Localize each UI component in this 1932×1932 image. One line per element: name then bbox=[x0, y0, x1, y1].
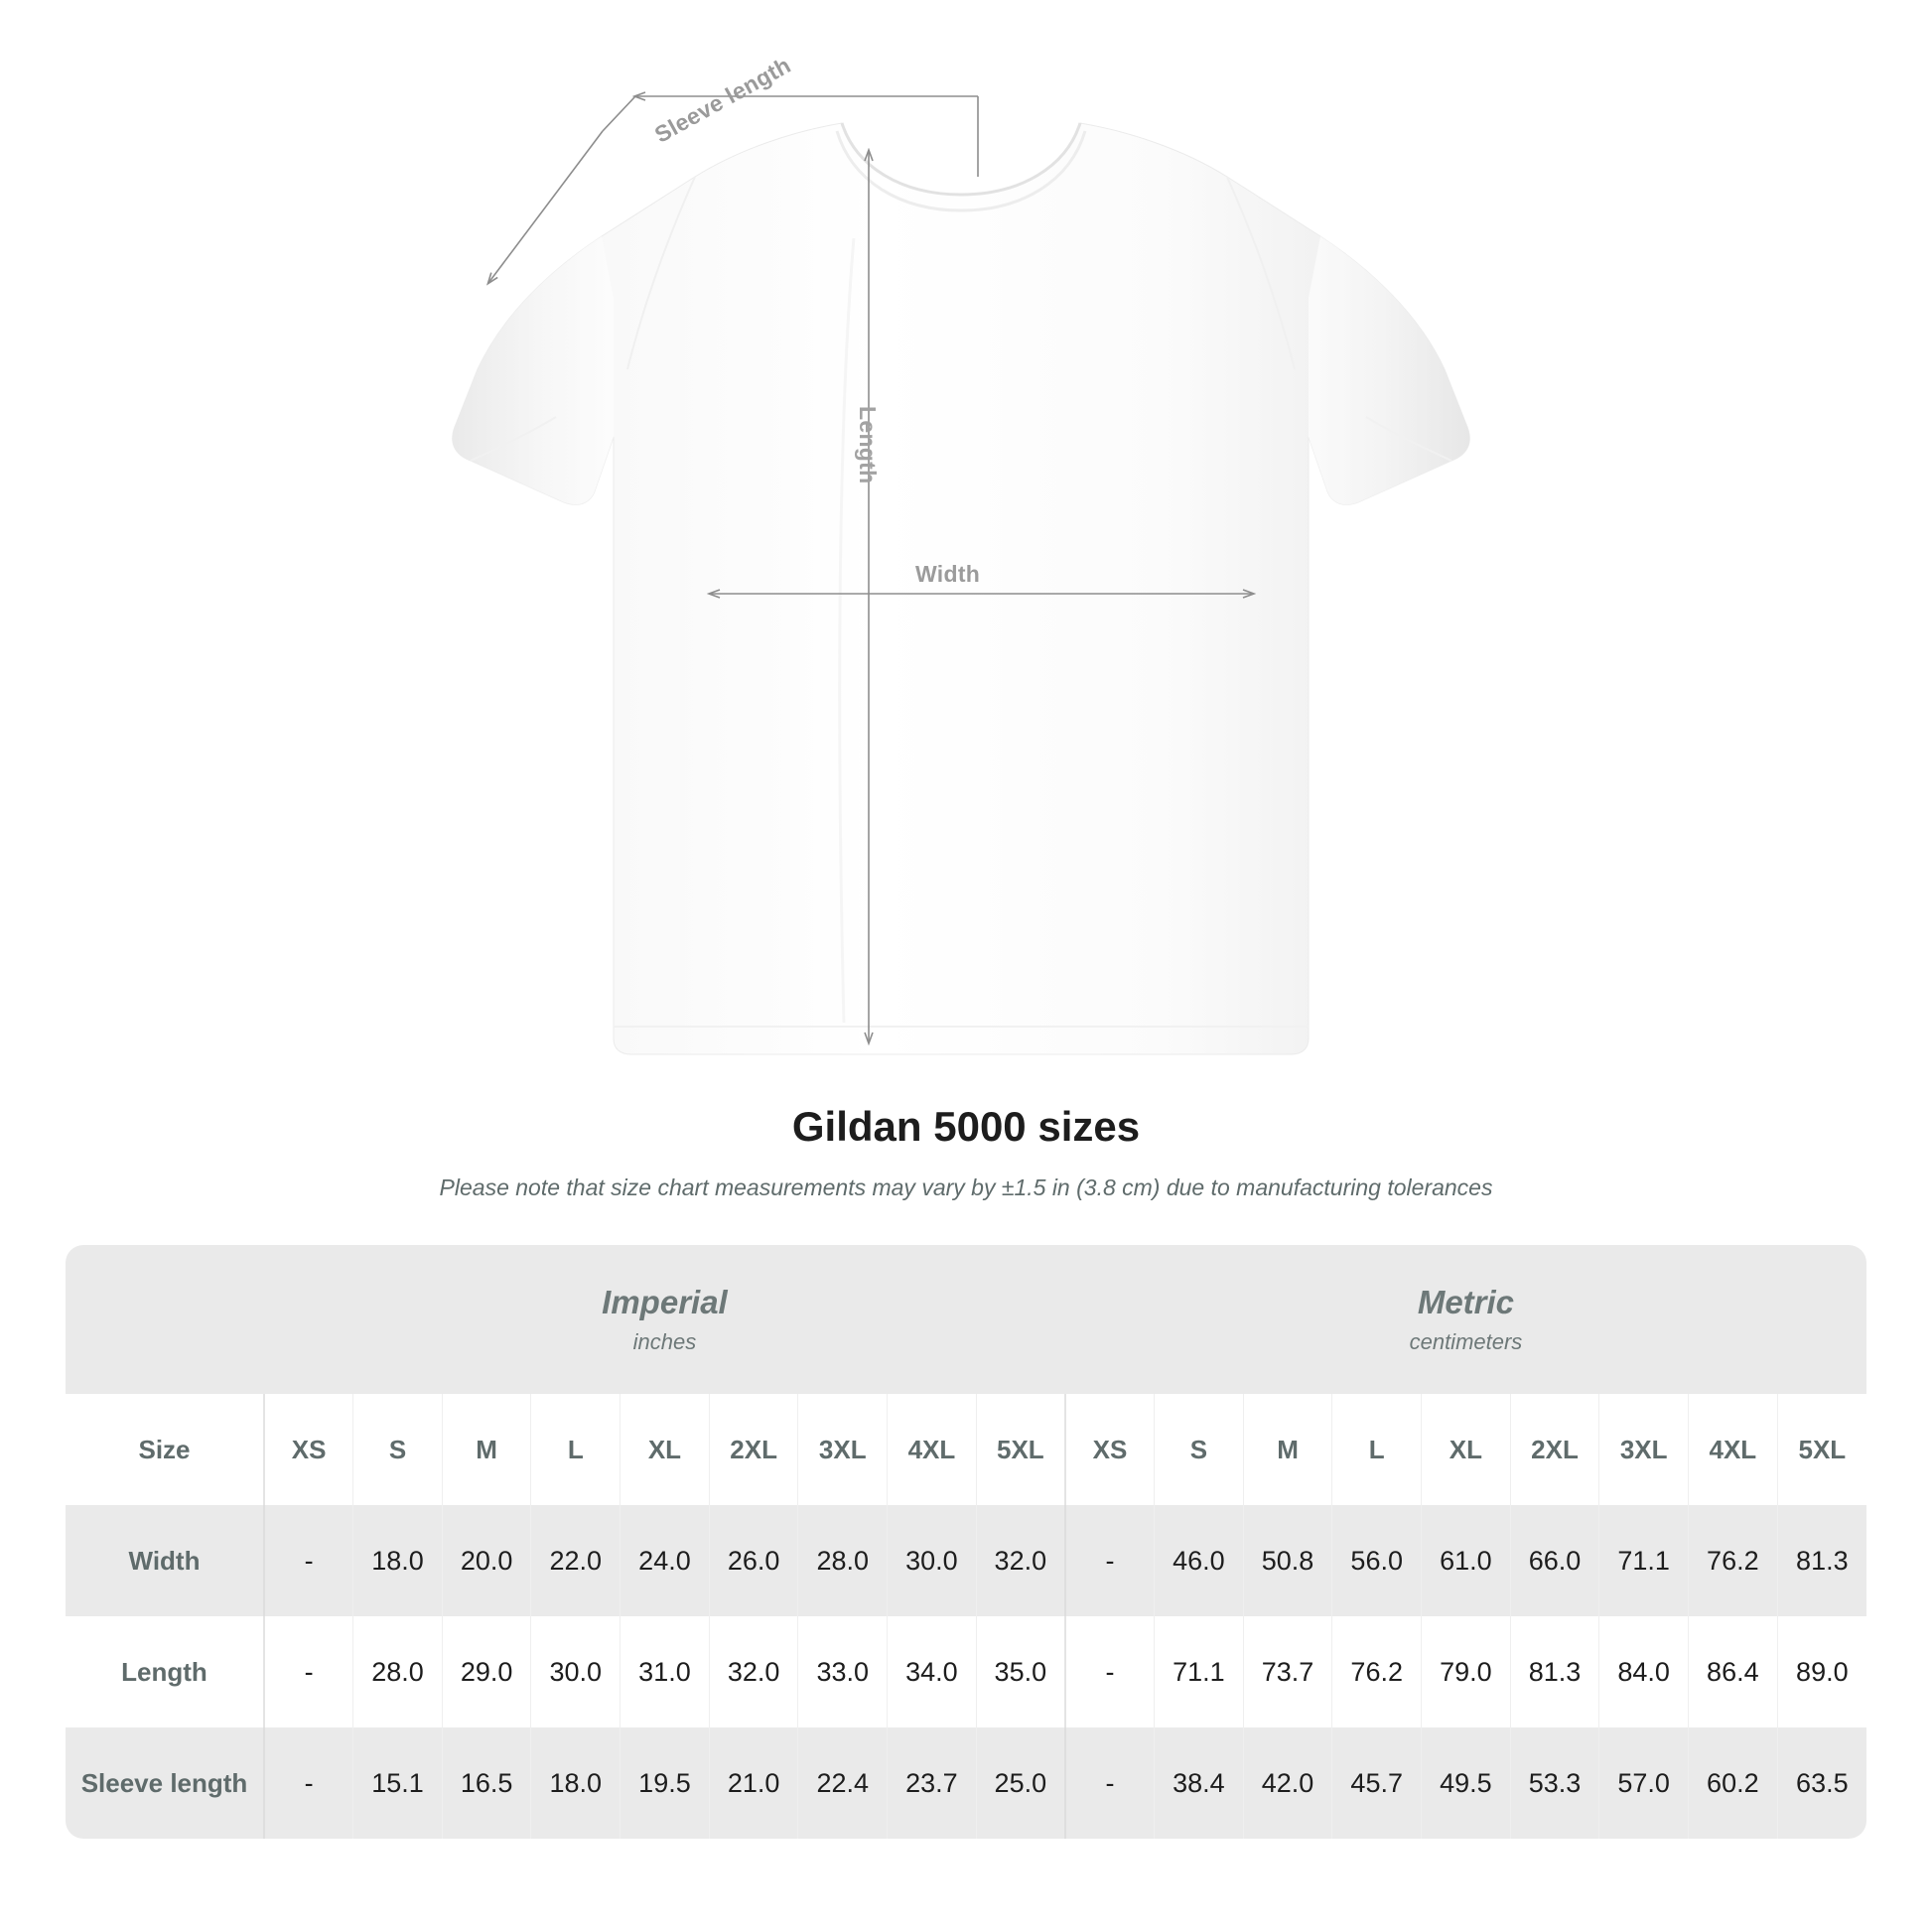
cell-width-imperial-xs: - bbox=[263, 1505, 353, 1617]
cell-sleeve-length-metric-xl: 49.5 bbox=[1421, 1727, 1511, 1840]
cell-width-imperial-2xl: 26.0 bbox=[708, 1505, 798, 1617]
cell-sleeve-length-imperial-4xl: 23.7 bbox=[887, 1727, 977, 1840]
cell-length-imperial-2xl: 32.0 bbox=[708, 1616, 798, 1728]
cell-sleeve-length-metric-xs: - bbox=[1063, 1727, 1155, 1840]
cell-width-imperial-5xl: 32.0 bbox=[975, 1505, 1065, 1617]
size-header-cell-metric-s: S bbox=[1154, 1394, 1244, 1506]
cell-width-metric-3xl: 71.1 bbox=[1598, 1505, 1689, 1617]
unit-group-metric: Metric centimeters bbox=[1064, 1245, 1866, 1395]
size-header-cell-metric-xl: XL bbox=[1421, 1394, 1511, 1506]
cell-length-imperial-l: 30.0 bbox=[530, 1616, 621, 1728]
size-chart-table-container: Imperial inches Metric centimeters Size XS S M L… bbox=[66, 1245, 1866, 1840]
size-header-cell-metric-l: L bbox=[1331, 1394, 1422, 1506]
cell-length-metric-4xl: 86.4 bbox=[1688, 1616, 1778, 1728]
cell-sleeve-length-imperial-s: 15.1 bbox=[352, 1727, 443, 1840]
cell-length-metric-s: 71.1 bbox=[1154, 1616, 1244, 1728]
size-header-label: Size bbox=[66, 1394, 264, 1506]
cell-width-imperial-3xl: 28.0 bbox=[797, 1505, 888, 1617]
unit-group-header-row: Imperial inches Metric centimeters bbox=[66, 1245, 1866, 1395]
size-header-cell-metric-3xl: 3XL bbox=[1598, 1394, 1689, 1506]
cell-length-imperial-xs: - bbox=[263, 1616, 353, 1728]
cell-length-metric-2xl: 81.3 bbox=[1509, 1616, 1599, 1728]
cell-length-metric-m: 73.7 bbox=[1242, 1616, 1332, 1728]
chart-heading: Gildan 5000 sizes Please note that size … bbox=[0, 1102, 1932, 1203]
size-header-cell-imperial-4xl: 4XL bbox=[887, 1394, 977, 1506]
cell-width-imperial-s: 18.0 bbox=[352, 1505, 443, 1617]
cell-sleeve-length-metric-m: 42.0 bbox=[1242, 1727, 1332, 1840]
cell-sleeve-length-imperial-3xl: 22.4 bbox=[797, 1727, 888, 1840]
tolerance-note: Please note that size chart measurements… bbox=[439, 1174, 1493, 1201]
cell-sleeve-length-imperial-2xl: 21.0 bbox=[708, 1727, 798, 1840]
cell-sleeve-length-metric-2xl: 53.3 bbox=[1509, 1727, 1599, 1840]
cell-length-metric-xl: 79.0 bbox=[1421, 1616, 1511, 1728]
cell-width-metric-m: 50.8 bbox=[1242, 1505, 1332, 1617]
measurement-label-sleeve-length: Sleeve length bbox=[66, 1727, 264, 1840]
table-row: Sleeve length -15.1 16.5 18.0 19.5 21.0 22.4 23… bbox=[66, 1727, 1866, 1840]
cell-sleeve-length-metric-s: 38.4 bbox=[1154, 1727, 1244, 1840]
size-header-row: Size XS S M L XL 2XL 3XL 4XL 5XL XS S M L XL 2XL 3XL 4XL 5… bbox=[66, 1394, 1866, 1506]
size-header-cell-imperial-xl: XL bbox=[620, 1394, 710, 1506]
cell-length-metric-l: 76.2 bbox=[1331, 1616, 1422, 1728]
size-chart-table: Imperial inches Metric centimeters Size XS S M L… bbox=[66, 1245, 1866, 1840]
unit-group-name: Metric bbox=[1417, 1284, 1515, 1321]
size-header-cell-imperial-xs: XS bbox=[263, 1394, 353, 1506]
table-row: Width -18.0 20.0 22.0 24.0 26.0 28.0 30.0 32.0-4… bbox=[66, 1505, 1866, 1617]
cell-length-imperial-3xl: 33.0 bbox=[797, 1616, 888, 1728]
unit-group-imperial: Imperial inches bbox=[264, 1245, 1065, 1395]
shirt-silhouette bbox=[452, 122, 1470, 1055]
cell-sleeve-length-imperial-5xl: 25.0 bbox=[975, 1727, 1065, 1840]
sleeve-length-measure bbox=[488, 96, 979, 283]
table-row: Length -28.0 29.0 30.0 31.0 32.0 33.0 34.0 35.0-… bbox=[66, 1616, 1866, 1728]
length-label: Length bbox=[855, 406, 881, 484]
size-header-cell-imperial-m: M bbox=[441, 1394, 531, 1506]
cell-length-imperial-m: 29.0 bbox=[441, 1616, 531, 1728]
cell-length-imperial-5xl: 35.0 bbox=[975, 1616, 1065, 1728]
size-header-cell-imperial-3xl: 3XL bbox=[797, 1394, 888, 1506]
cell-width-metric-xl: 61.0 bbox=[1421, 1505, 1511, 1617]
size-header-cell-metric-xs: XS bbox=[1063, 1394, 1155, 1506]
cell-sleeve-length-metric-3xl: 57.0 bbox=[1598, 1727, 1689, 1840]
cell-width-imperial-xl: 24.0 bbox=[620, 1505, 710, 1617]
size-header-cell-metric-2xl: 2XL bbox=[1509, 1394, 1599, 1506]
size-header-cell-metric-m: M bbox=[1242, 1394, 1332, 1506]
cell-width-metric-5xl: 81.3 bbox=[1776, 1505, 1866, 1617]
size-header-cell-metric-5xl: 5XL bbox=[1776, 1394, 1866, 1506]
measurement-label-length: Length bbox=[66, 1616, 264, 1728]
cell-width-metric-2xl: 66.0 bbox=[1509, 1505, 1599, 1617]
unit-group-subtitle: centimeters bbox=[1409, 1329, 1523, 1355]
cell-sleeve-length-metric-4xl: 60.2 bbox=[1688, 1727, 1778, 1840]
cell-length-imperial-4xl: 34.0 bbox=[887, 1616, 977, 1728]
cell-sleeve-length-imperial-l: 18.0 bbox=[530, 1727, 621, 1840]
cell-length-imperial-s: 28.0 bbox=[352, 1616, 443, 1728]
cell-width-metric-l: 56.0 bbox=[1331, 1505, 1422, 1617]
cell-sleeve-length-imperial-xl: 19.5 bbox=[620, 1727, 710, 1840]
cell-length-metric-xs: - bbox=[1063, 1616, 1155, 1728]
size-header-cell-imperial-5xl: 5XL bbox=[975, 1394, 1065, 1506]
measurement-label-width: Width bbox=[66, 1505, 264, 1617]
cell-width-metric-s: 46.0 bbox=[1154, 1505, 1244, 1617]
size-header-cell-imperial-s: S bbox=[352, 1394, 443, 1506]
cell-width-imperial-m: 20.0 bbox=[441, 1505, 531, 1617]
cell-width-metric-4xl: 76.2 bbox=[1688, 1505, 1778, 1617]
cell-sleeve-length-imperial-m: 16.5 bbox=[441, 1727, 531, 1840]
tshirt-illustration bbox=[452, 0, 1470, 1055]
size-header-cell-metric-4xl: 4XL bbox=[1688, 1394, 1778, 1506]
cell-length-metric-3xl: 84.0 bbox=[1598, 1616, 1689, 1728]
cell-width-imperial-l: 22.0 bbox=[530, 1505, 621, 1617]
cell-length-metric-5xl: 89.0 bbox=[1776, 1616, 1866, 1728]
unit-group-subtitle: inches bbox=[632, 1329, 697, 1355]
tshirt-diagram: Sleeve length Length Width bbox=[452, 0, 1470, 1055]
cell-length-imperial-xl: 31.0 bbox=[620, 1616, 710, 1728]
cell-width-imperial-4xl: 30.0 bbox=[887, 1505, 977, 1617]
size-header-cell-imperial-l: L bbox=[530, 1394, 621, 1506]
page-title: Gildan 5000 sizes bbox=[791, 1103, 1141, 1150]
cell-width-metric-xs: - bbox=[1063, 1505, 1155, 1617]
cell-sleeve-length-metric-5xl: 63.5 bbox=[1776, 1727, 1866, 1840]
unit-band-spacer bbox=[66, 1245, 264, 1395]
width-label: Width bbox=[915, 561, 981, 587]
unit-group-name: Imperial bbox=[602, 1284, 728, 1321]
cell-sleeve-length-metric-l: 45.7 bbox=[1331, 1727, 1422, 1840]
size-header-cell-imperial-2xl: 2XL bbox=[708, 1394, 798, 1506]
cell-sleeve-length-imperial-xs: - bbox=[263, 1727, 353, 1840]
